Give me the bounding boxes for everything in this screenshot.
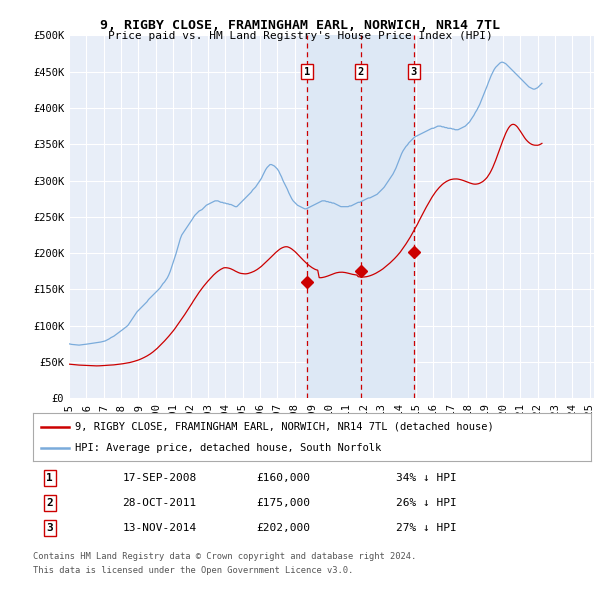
Text: 2: 2 [358,67,364,77]
Text: 26% ↓ HPI: 26% ↓ HPI [396,498,457,508]
Bar [307,35,414,398]
Text: 13-NOV-2014: 13-NOV-2014 [122,523,197,533]
Text: 34% ↓ HPI: 34% ↓ HPI [396,473,457,483]
Text: £202,000: £202,000 [256,523,310,533]
Text: Price paid vs. HM Land Registry's House Price Index (HPI): Price paid vs. HM Land Registry's House … [107,31,493,41]
Text: 1: 1 [46,473,53,483]
Text: £160,000: £160,000 [256,473,310,483]
Text: HPI: Average price, detached house, South Norfolk: HPI: Average price, detached house, Sout… [75,443,381,453]
Text: 2: 2 [46,498,53,508]
Text: 3: 3 [46,523,53,533]
Text: 9, RIGBY CLOSE, FRAMINGHAM EARL, NORWICH, NR14 7TL: 9, RIGBY CLOSE, FRAMINGHAM EARL, NORWICH… [100,19,500,32]
Text: Contains HM Land Registry data © Crown copyright and database right 2024.: Contains HM Land Registry data © Crown c… [33,552,416,560]
Text: 27% ↓ HPI: 27% ↓ HPI [396,523,457,533]
Text: 3: 3 [410,67,417,77]
Text: 17-SEP-2008: 17-SEP-2008 [122,473,197,483]
Text: This data is licensed under the Open Government Licence v3.0.: This data is licensed under the Open Gov… [33,566,353,575]
Text: £175,000: £175,000 [256,498,310,508]
Text: 9, RIGBY CLOSE, FRAMINGHAM EARL, NORWICH, NR14 7TL (detached house): 9, RIGBY CLOSE, FRAMINGHAM EARL, NORWICH… [75,421,494,431]
Text: 1: 1 [304,67,310,77]
Text: 28-OCT-2011: 28-OCT-2011 [122,498,197,508]
